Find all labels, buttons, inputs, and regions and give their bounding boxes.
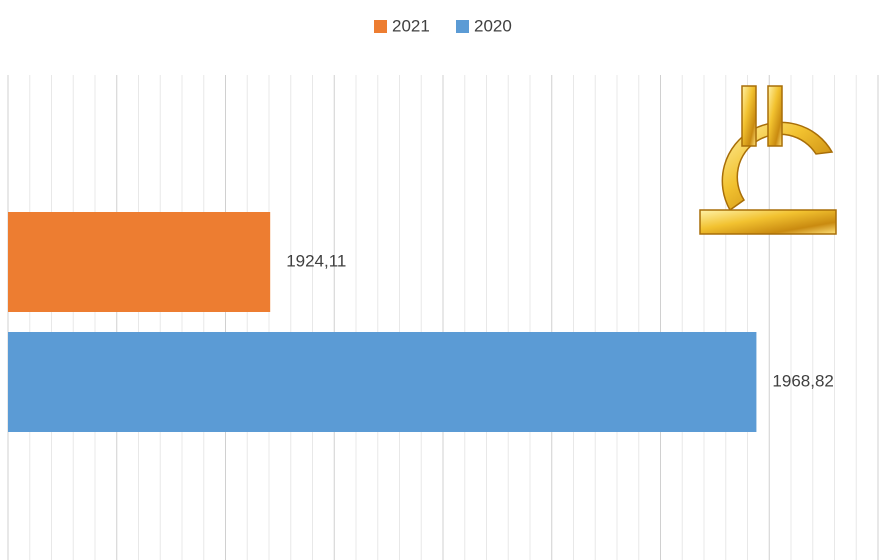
legend-label: 2020	[474, 16, 512, 35]
bars: 1924,11 1968,82	[8, 212, 834, 432]
value-label: 1968,82	[772, 371, 833, 390]
bar	[8, 212, 271, 312]
legend-label: 2021	[392, 16, 430, 35]
value-label: 1924,11	[286, 251, 346, 270]
legend-swatch	[374, 20, 387, 33]
legend: 2021 2020	[374, 16, 512, 35]
bar	[8, 332, 757, 432]
legend-swatch	[456, 20, 469, 33]
lari-icon	[699, 85, 837, 235]
grid	[7, 75, 879, 560]
